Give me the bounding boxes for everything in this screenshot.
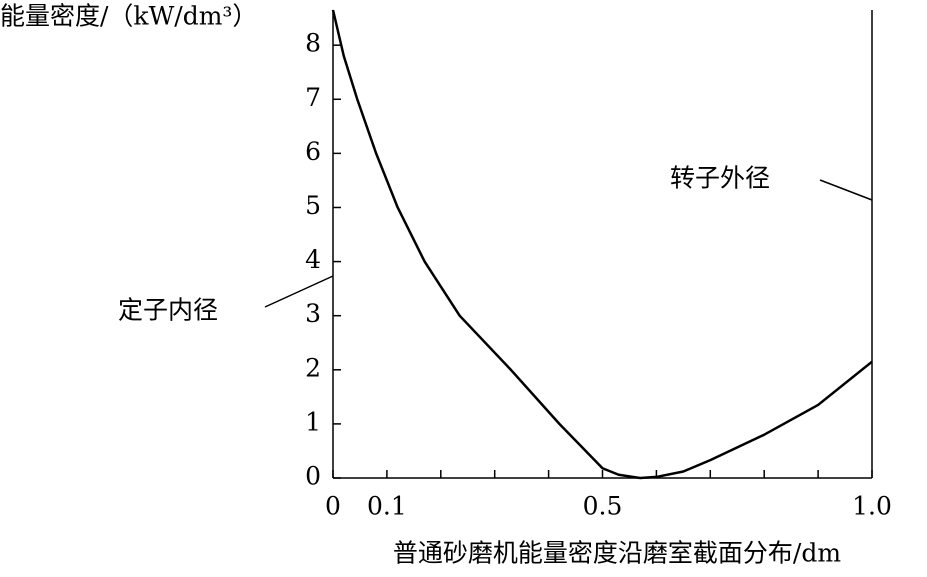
y-tick-label: 4: [305, 245, 321, 274]
y-tick-label: 0: [305, 462, 321, 491]
x-tick-label: 0.1: [367, 492, 407, 521]
y-tick-label: 6: [305, 137, 321, 166]
y-tick-label: 8: [305, 29, 321, 58]
x-axis-title: 普通砂磨机能量密度沿磨室截面分布/dm: [393, 539, 841, 568]
annotation: 转子外径: [670, 164, 770, 193]
x-tick-label: 0: [325, 492, 341, 521]
y-tick-label: 7: [305, 83, 321, 112]
x-tick-label: 0.5: [583, 492, 623, 521]
data-line: [331, 9, 873, 480]
y-tick-label: 2: [305, 353, 321, 382]
y-axis-title: 能量密度/（kW/dm³）: [0, 2, 257, 31]
x-tick-label: 1.0: [852, 492, 892, 521]
leader-line: [264, 275, 334, 308]
y-tick-label: 3: [305, 299, 321, 328]
y-tick-label: 5: [305, 191, 321, 220]
leader-line: [819, 179, 873, 201]
y-tick-label: 1: [305, 407, 321, 436]
annotation: 定子内径: [118, 296, 218, 325]
